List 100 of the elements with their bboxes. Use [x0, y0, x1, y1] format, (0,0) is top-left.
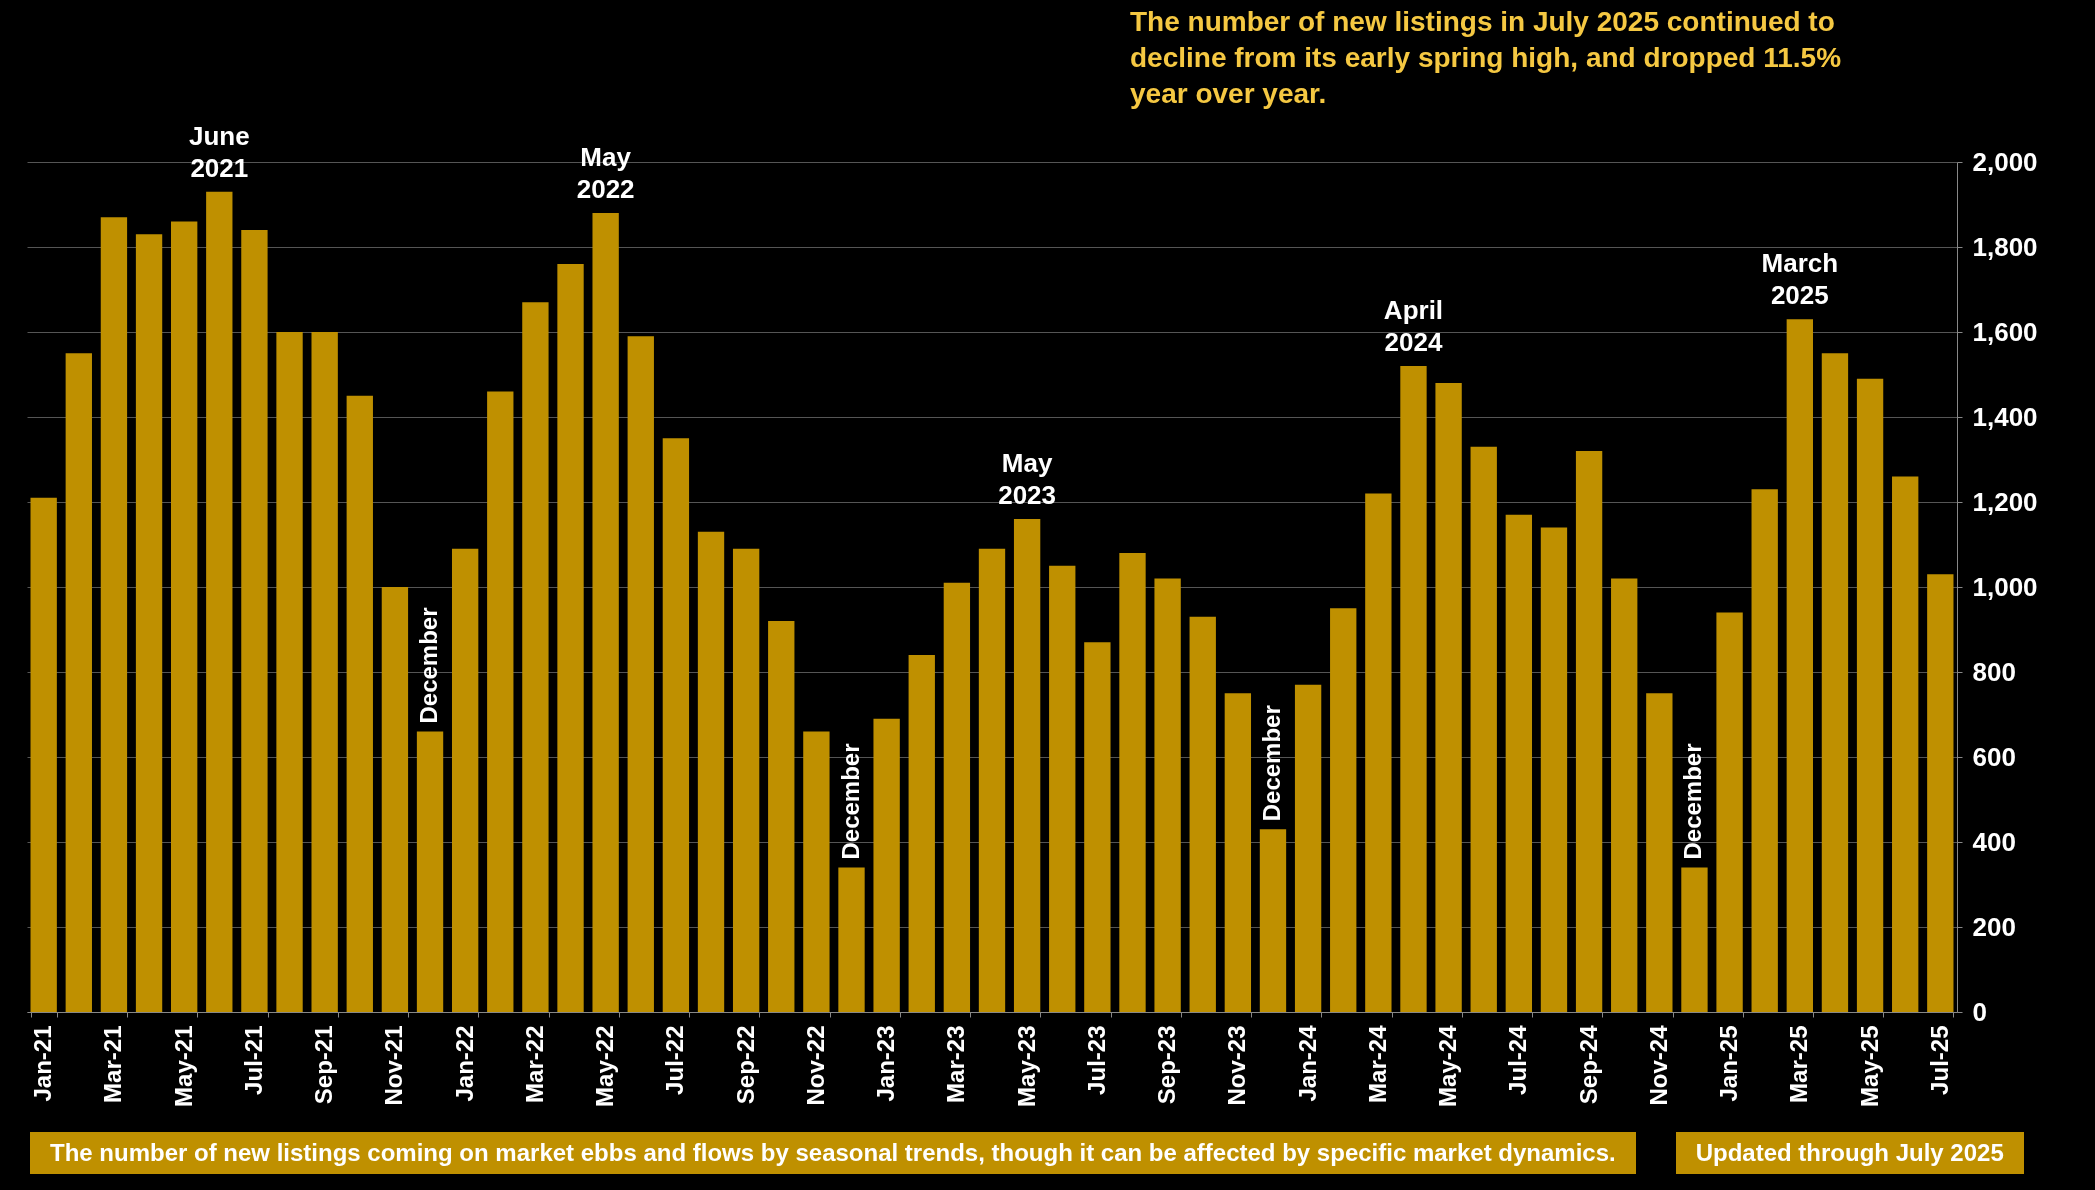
y-tick-label: 400: [1972, 826, 2016, 857]
y-tick-label: 200: [1972, 911, 2016, 942]
x-tick-label: Jul-22: [661, 1025, 689, 1095]
bar: [1575, 451, 1603, 1012]
y-tick-label: 1,000: [1972, 571, 2038, 602]
x-tick-label: Sep-24: [1574, 1024, 1602, 1105]
x-tick-label: May-25: [1855, 1025, 1883, 1107]
x-tick-label: Jul-24: [1504, 1024, 1532, 1095]
y-tick-label: 1,600: [1972, 316, 2038, 347]
annotation: June 2021: [188, 120, 250, 183]
bar: [1681, 867, 1708, 1012]
bar: [1611, 578, 1638, 1012]
bar: [1119, 553, 1146, 1012]
bar: [873, 718, 900, 1012]
bar: [1751, 489, 1778, 1012]
bar: [1259, 829, 1287, 1012]
bar: [1049, 565, 1076, 1012]
bar: [908, 655, 935, 1012]
bar: [697, 531, 725, 1012]
bar: [662, 438, 690, 1012]
x-tick-label: May-24: [1434, 1024, 1462, 1107]
x-tick-label: Mar-25: [1785, 1025, 1813, 1103]
x-tick-label: Nov-22: [801, 1025, 829, 1106]
x-tick-label: Jul-25: [1925, 1025, 1953, 1095]
x-tick-label: Jul-23: [1082, 1025, 1110, 1095]
bar: [487, 391, 514, 1012]
annotation: April 2024: [1383, 295, 1444, 357]
annotation: May 2022: [576, 142, 635, 204]
bar: [803, 731, 830, 1012]
bar: [311, 332, 338, 1012]
text: The number of new listings in July 2025 continued to decline from its early spring high, and dropped 11.5% year over year.: [1130, 5, 1843, 111]
bar: [1540, 527, 1568, 1012]
x-tick-label: May-21: [169, 1025, 197, 1107]
x-tick-label: Jul-21: [239, 1025, 267, 1095]
y-tick-label: 0: [1972, 996, 1987, 1027]
x-tick-label: Jan-25: [1715, 1025, 1743, 1102]
x-tick-label: May-22: [591, 1025, 619, 1107]
bar: [30, 497, 57, 1012]
bar: [1786, 319, 1813, 1012]
bar: [1821, 353, 1849, 1012]
bar: [451, 548, 479, 1012]
bar: [1154, 578, 1181, 1012]
bar: [1365, 493, 1392, 1012]
y-tick-label: 1,400: [1972, 401, 2038, 432]
bar: [1294, 684, 1322, 1012]
x-tick-label: Mar-21: [99, 1025, 127, 1103]
x-tick-label: Sep-21: [310, 1025, 338, 1105]
bar: [276, 332, 303, 1012]
x-tick-label: Sep-23: [1153, 1025, 1181, 1105]
bar: [1927, 574, 1954, 1012]
bar: [592, 213, 619, 1012]
bar: [171, 221, 198, 1012]
bar: [1716, 612, 1743, 1012]
annotation: December: [1679, 743, 1707, 860]
bar: [1189, 616, 1216, 1012]
bar: [416, 731, 444, 1012]
bar: [65, 353, 92, 1012]
bar: [206, 191, 233, 1012]
annotation: May 2023: [998, 448, 1057, 510]
bar: [1400, 366, 1427, 1012]
bar: [1435, 383, 1462, 1012]
bar: [1856, 378, 1884, 1012]
bar: [768, 621, 795, 1012]
bar: [1892, 476, 1919, 1012]
bar: [1646, 693, 1673, 1012]
bar: [381, 587, 409, 1012]
text: Updated through July 2025: [1675, 1132, 2024, 1174]
x-tick-label: May-23: [1012, 1025, 1040, 1107]
bar: [241, 230, 268, 1012]
annotation: March 2025: [1761, 248, 1839, 311]
bar: [346, 395, 373, 1012]
annotation: December: [1257, 705, 1285, 822]
bar: [732, 548, 760, 1012]
text: The number of new listings coming on market ebbs and flows by seasonal trends, though it can be affected by specific market dynamics.: [30, 1132, 1636, 1174]
x-tick-label: Jan-23: [872, 1025, 900, 1102]
x-tick-label: Jan-21: [29, 1025, 57, 1102]
x-tick-label: Jan-22: [450, 1025, 478, 1102]
x-tick-label: Mar-24: [1363, 1024, 1391, 1103]
y-tick-label: 800: [1972, 656, 2016, 687]
bar: [1224, 693, 1252, 1012]
bar: [978, 548, 1006, 1012]
bar: [943, 582, 971, 1012]
bar: [1330, 608, 1357, 1012]
bar: [1470, 446, 1497, 1012]
bar: [1505, 514, 1533, 1012]
x-tick-label: Nov-24: [1644, 1024, 1672, 1106]
bar: [1013, 519, 1041, 1012]
bar: [100, 217, 128, 1012]
y-tick-label: 600: [1972, 741, 2016, 772]
bar: [627, 336, 654, 1012]
y-tick-label: 1,800: [1972, 231, 2038, 262]
x-tick-label: Mar-23: [942, 1025, 970, 1103]
x-tick-label: Jan-24: [1293, 1024, 1321, 1102]
y-tick-label: 1,200: [1972, 486, 2038, 517]
x-tick-label: Mar-22: [520, 1025, 548, 1103]
x-tick-label: Nov-23: [1223, 1025, 1251, 1106]
bar: [838, 867, 865, 1012]
bar: [557, 264, 584, 1012]
annotation: December: [836, 743, 864, 860]
bar: [1084, 642, 1111, 1012]
